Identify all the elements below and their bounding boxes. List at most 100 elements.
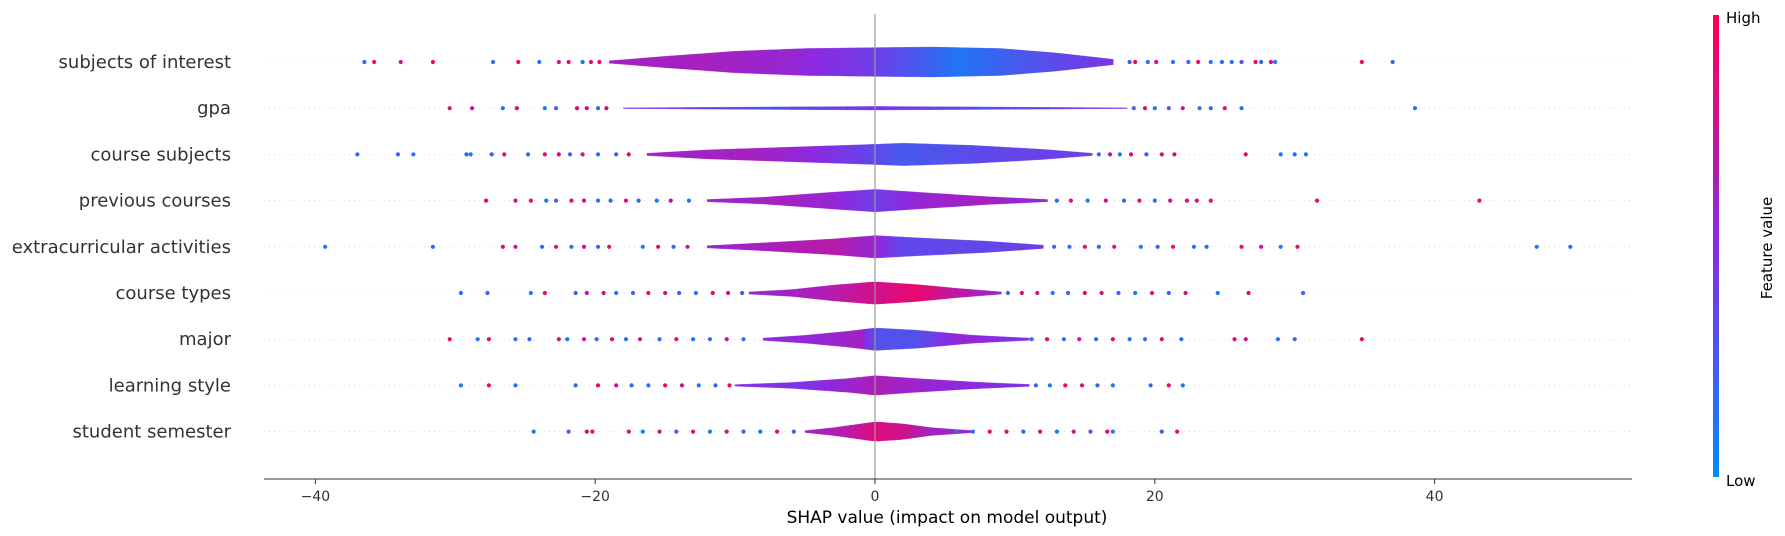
shap-point — [654, 198, 659, 203]
violin-slice — [824, 332, 831, 346]
violin-slice — [860, 282, 868, 304]
violin-slice — [804, 287, 812, 299]
violin-slice — [835, 106, 843, 110]
violin-slice — [921, 143, 928, 166]
violin-slice — [915, 143, 922, 166]
shap-point — [1180, 383, 1185, 388]
violin-slice — [997, 241, 1005, 252]
violin-slice — [667, 107, 675, 110]
violin-slice — [813, 106, 820, 110]
row-gridlines — [264, 61, 1632, 432]
violin-slice — [690, 107, 697, 110]
violin-slice — [859, 144, 866, 165]
shap-point — [1067, 244, 1072, 249]
x-tick-label: 40 — [1426, 489, 1444, 505]
violin-slice — [1087, 107, 1094, 109]
violin-slice — [771, 290, 778, 296]
violin-slice — [704, 52, 711, 72]
violin-slice — [790, 240, 798, 253]
violin-slice — [785, 106, 792, 110]
violin-slice — [950, 47, 957, 77]
shap-point — [595, 152, 601, 157]
plot-area — [323, 14, 1573, 479]
violin-slice — [1044, 149, 1051, 160]
violin-slice — [858, 189, 865, 212]
violin-slice — [1039, 51, 1047, 73]
violin-slice — [768, 337, 775, 342]
violin-slice — [807, 239, 815, 254]
shap-point — [1159, 152, 1164, 157]
shap-point — [1175, 429, 1180, 434]
shap-point — [1145, 59, 1150, 65]
violin-slice — [969, 240, 977, 254]
violin-slice — [725, 148, 732, 160]
violin-slice — [774, 106, 781, 110]
shap-point — [1390, 59, 1395, 65]
violin-slice — [768, 196, 775, 205]
violin-slice — [809, 146, 816, 163]
violin-slice — [986, 335, 994, 343]
violin-slice — [961, 47, 968, 77]
violin-slice — [978, 289, 985, 297]
shap-point — [595, 244, 601, 249]
violin-slice — [709, 52, 717, 72]
violin-slice — [852, 377, 859, 394]
feature-labels: subjects of interest gpa course subjects pr… — [12, 52, 232, 443]
shap-point — [1534, 244, 1539, 249]
violin-slice — [947, 239, 954, 255]
violin-slice — [905, 283, 913, 303]
violin-slice — [835, 378, 843, 392]
shap-point — [1568, 244, 1573, 249]
violin-slice — [877, 421, 885, 442]
violin-slice — [740, 197, 747, 204]
violin-slice — [799, 287, 806, 299]
violin-slice — [986, 241, 994, 253]
violin-slice — [825, 145, 833, 164]
shap-point — [1079, 383, 1085, 388]
violin-slice — [702, 149, 710, 160]
violin-slice — [1073, 54, 1080, 70]
violin-slice — [818, 106, 826, 110]
violin-slice — [706, 107, 714, 110]
violin-slice — [774, 382, 781, 389]
violin-slice — [992, 336, 999, 343]
violin-slice — [1038, 148, 1045, 160]
violin-slice — [888, 282, 896, 304]
violin-slice — [1009, 383, 1016, 388]
violin-slice — [993, 146, 1001, 163]
shap-point — [1196, 59, 1201, 65]
shap-point — [1155, 244, 1160, 249]
x-tick-label: 0 — [871, 489, 880, 505]
violin-slice — [858, 376, 865, 395]
shap-point — [1148, 383, 1153, 388]
violin-slice — [983, 47, 991, 77]
feature-label: course subjects — [90, 144, 231, 165]
violin-slice — [919, 378, 927, 393]
violin-slice — [835, 191, 843, 210]
shap-point — [1243, 152, 1248, 157]
violin-slice — [844, 283, 851, 303]
violin-slice — [870, 144, 878, 165]
shap-point — [468, 152, 473, 157]
shap-point — [539, 244, 545, 249]
violin-slice — [1083, 152, 1090, 157]
violin-slice — [740, 243, 747, 251]
violin-body — [706, 189, 1048, 213]
violin-slice — [670, 55, 677, 69]
shap-point — [1292, 152, 1297, 157]
shap-point — [502, 152, 507, 157]
violin-slice — [746, 197, 753, 204]
violin-slice — [758, 147, 766, 161]
shap-point — [1137, 198, 1142, 203]
violin-slice — [729, 198, 736, 204]
violin-slice — [981, 106, 988, 110]
shap-point — [677, 290, 682, 296]
violin-slice — [802, 193, 809, 208]
violin-slice — [958, 106, 966, 110]
violin-slice — [741, 148, 749, 161]
violin-slice — [863, 189, 871, 212]
shap-point — [1035, 290, 1040, 296]
violin-slice — [863, 235, 871, 258]
shap-point — [1208, 59, 1213, 65]
